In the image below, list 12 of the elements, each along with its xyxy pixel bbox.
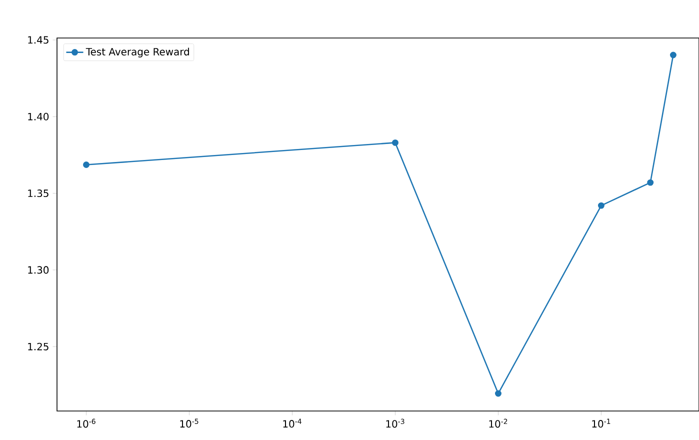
x-tick-label: 10$^{-4}$ (283, 418, 302, 428)
y-tick-label: 1.30 (28, 266, 49, 274)
x-tick-label: 10$^{-2}$ (489, 418, 508, 428)
x-tick-label: 10$^{-3}$ (386, 418, 404, 428)
y-tick-label: 1.40 (28, 112, 49, 120)
y-tick-label: 1.35 (28, 190, 48, 198)
y-tick-label: 1.45 (28, 36, 48, 44)
legend-label: Test Average Reward (86, 48, 189, 58)
y-tick-label: 1.25 (28, 342, 48, 350)
x-tick-label: 10$^{-6}$ (77, 418, 96, 428)
x-tick-label: 10$^{-5}$ (180, 418, 198, 428)
x-tick-label: 10$^{-1}$ (592, 418, 610, 428)
